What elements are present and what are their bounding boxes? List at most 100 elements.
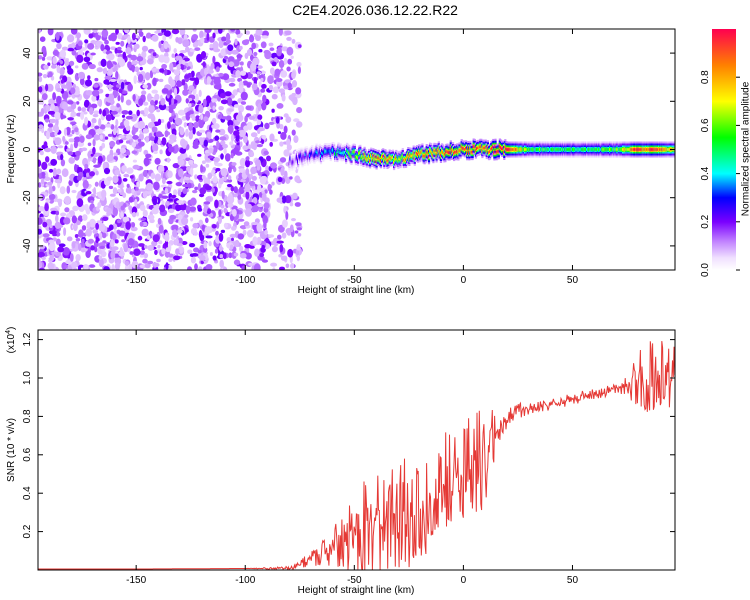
noise-speckle — [100, 58, 107, 67]
figure-title: C2E4.2026.036.12.22.R22 — [292, 2, 458, 18]
noise-speckle — [207, 155, 214, 159]
noise-speckle — [294, 202, 301, 207]
noise-speckle — [201, 160, 206, 164]
colorbar-gradient — [712, 29, 736, 270]
noise-speckle — [52, 56, 57, 65]
noise-speckle — [177, 214, 183, 220]
noise-speckle — [96, 206, 100, 212]
noise-speckle — [211, 177, 219, 182]
noise-speckle — [249, 34, 253, 38]
noise-speckle — [59, 67, 65, 76]
noise-speckle — [117, 94, 121, 102]
noise-speckle — [109, 149, 114, 157]
noise-speckle — [161, 248, 166, 255]
noise-speckle — [236, 34, 242, 39]
noise-speckle — [92, 138, 96, 147]
noise-speckle — [152, 143, 159, 153]
noise-speckle — [152, 52, 157, 57]
noise-speckle — [123, 243, 129, 253]
noise-speckle — [88, 264, 96, 268]
noise-speckle — [224, 153, 231, 162]
noise-speckle — [131, 222, 136, 228]
noise-speckle — [179, 153, 183, 160]
noise-speckle — [286, 231, 292, 236]
spectrogram-ylabel: Frequency (Hz) — [6, 115, 17, 184]
noise-speckle — [252, 205, 259, 213]
noise-speckle — [60, 154, 64, 161]
noise-speckle — [243, 125, 249, 131]
noise-speckle — [230, 29, 236, 32]
noise-speckle — [212, 147, 217, 153]
noise-speckle — [184, 214, 189, 218]
noise-speckle — [138, 31, 144, 37]
noise-speckle — [73, 141, 78, 149]
noise-speckle — [141, 228, 149, 237]
noise-speckle — [75, 238, 81, 242]
snr-panel: -150 -100 -50 0 50 0.2 0.4 0.6 0.8 1.0 1.2 Height … — [5, 327, 676, 596]
noise-speckle — [87, 43, 95, 50]
x-tick-label: -100 — [235, 575, 255, 586]
signal-cell — [659, 148, 662, 151]
noise-speckle — [79, 77, 85, 86]
noise-speckle — [156, 258, 161, 263]
noise-speckle — [99, 124, 106, 130]
noise-speckle — [271, 93, 278, 100]
noise-speckle — [261, 244, 266, 250]
noise-speckle — [228, 61, 235, 68]
noise-speckle — [72, 267, 78, 270]
y-tick-label: 40 — [22, 47, 33, 59]
noise-speckle — [103, 266, 110, 270]
noise-speckle — [248, 115, 256, 120]
noise-speckle — [125, 188, 133, 194]
noise-speckle — [198, 89, 202, 97]
noise-speckle — [192, 144, 199, 150]
x-tick-label: -150 — [126, 275, 146, 286]
noise-speckle — [205, 235, 213, 239]
noise-speckle — [138, 98, 144, 106]
noise-speckle — [295, 87, 302, 95]
noise-speckle — [285, 176, 291, 184]
noise-speckle — [175, 182, 183, 187]
noise-speckle — [43, 64, 49, 70]
noise-speckle — [66, 106, 73, 113]
noise-speckle — [112, 187, 118, 195]
noise-speckle — [181, 59, 186, 65]
noise-speckle — [85, 228, 92, 237]
noise-speckle — [48, 256, 55, 262]
noise-speckle — [268, 42, 274, 47]
noise-speckle — [83, 167, 91, 174]
noise-speckle — [156, 29, 161, 33]
noise-speckle — [283, 149, 290, 157]
noise-speckle — [208, 147, 214, 154]
noise-speckle — [255, 29, 263, 36]
noise-speckle — [190, 217, 194, 222]
noise-speckle — [38, 261, 43, 267]
noise-speckle — [114, 114, 120, 117]
noise-speckle — [181, 216, 189, 226]
noise-speckle — [132, 94, 136, 102]
noise-speckle — [67, 265, 72, 270]
noise-speckle — [59, 49, 67, 59]
noise-speckle — [182, 141, 187, 149]
noise-speckle — [137, 138, 142, 142]
noise-speckle — [271, 245, 278, 253]
noise-speckle — [125, 115, 133, 120]
noise-speckle — [225, 115, 232, 122]
noise-speckle — [168, 146, 175, 153]
noise-speckle — [66, 34, 75, 43]
noise-speckle — [60, 159, 66, 167]
noise-speckle — [98, 258, 104, 268]
noise-speckle — [120, 211, 124, 218]
noise-speckle — [193, 231, 198, 236]
signal-cell — [544, 148, 547, 151]
noise-speckle — [98, 118, 102, 127]
noise-speckle — [203, 201, 211, 205]
noise-speckle — [133, 248, 141, 256]
noise-speckle — [154, 173, 162, 182]
noise-speckle — [76, 54, 84, 63]
noise-speckle — [187, 266, 192, 270]
noise-speckle — [220, 99, 228, 105]
spectrogram-xlabel: Height of straight line (km) — [298, 285, 415, 296]
noise-speckle — [230, 185, 234, 192]
noise-speckle — [112, 128, 117, 136]
